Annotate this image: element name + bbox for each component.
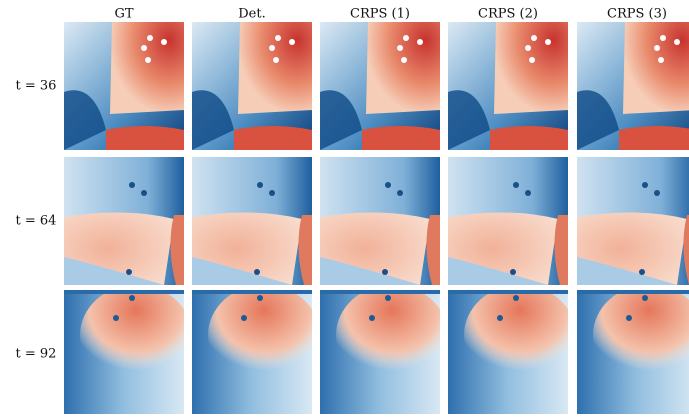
field [448, 290, 568, 294]
vortex [529, 57, 535, 63]
field [577, 290, 689, 294]
field-panel [448, 285, 576, 414]
vortex [289, 39, 295, 45]
vortex [397, 45, 403, 51]
vortex [510, 269, 516, 275]
field-panel [192, 22, 312, 150]
field-panel [64, 22, 184, 150]
vortex [626, 315, 632, 321]
field [106, 126, 184, 150]
vortex [642, 182, 648, 188]
field [234, 126, 312, 150]
field-panel [577, 22, 689, 150]
field-panel [192, 157, 312, 285]
vortex [513, 182, 519, 188]
field-panel [64, 285, 192, 414]
figure: GT Det. CRPS (1) CRPS (2) CRPS (3) t = 36 t = … [0, 0, 689, 414]
vortex [531, 35, 537, 41]
field [623, 22, 689, 114]
vortex [654, 45, 660, 51]
column-header: CRPS (3) [607, 7, 667, 22]
field [192, 290, 312, 294]
vortex [257, 295, 263, 301]
column-header: CRPS (2) [478, 7, 538, 22]
field [619, 126, 689, 150]
vortex [385, 295, 391, 301]
vortex [497, 315, 503, 321]
vortex [147, 35, 153, 41]
field-panel [320, 22, 440, 150]
vortex [674, 39, 680, 45]
vortex [397, 190, 403, 196]
column-header: GT [114, 7, 133, 22]
vortex [141, 45, 147, 51]
vortex [161, 39, 167, 45]
vortex [129, 182, 135, 188]
field [208, 285, 320, 385]
field [110, 22, 184, 114]
field [362, 126, 440, 150]
column-header: Det. [238, 7, 265, 22]
vortex [113, 315, 119, 321]
field-panel [192, 285, 320, 414]
vortex [382, 269, 388, 275]
field [494, 22, 568, 114]
vortex [141, 190, 147, 196]
vortex [545, 39, 551, 45]
field-panel [448, 22, 568, 150]
field-panel [64, 157, 184, 285]
vortex [385, 182, 391, 188]
vortex [129, 295, 135, 301]
vortex [269, 45, 275, 51]
vortex [660, 35, 666, 41]
row-label: t = 36 [16, 79, 57, 94]
vortex [642, 295, 648, 301]
vortex [126, 269, 132, 275]
field [64, 290, 184, 294]
column-header: CRPS (1) [350, 7, 410, 22]
vortex [403, 35, 409, 41]
vortex [269, 190, 275, 196]
field [80, 285, 192, 385]
vortex [417, 39, 423, 45]
vortex [401, 57, 407, 63]
field [366, 22, 440, 114]
vortex [513, 295, 519, 301]
field-panel [577, 157, 689, 285]
field [320, 290, 440, 294]
vortex [525, 190, 531, 196]
field [336, 285, 448, 385]
vortex [369, 315, 375, 321]
field-panel [320, 285, 448, 414]
vortex [525, 45, 531, 51]
field-panel [448, 157, 568, 285]
vortex [639, 269, 645, 275]
row-label: t = 92 [16, 347, 57, 362]
vortex [275, 35, 281, 41]
vortex [257, 182, 263, 188]
field [464, 285, 576, 385]
field [238, 22, 312, 114]
vortex [254, 269, 260, 275]
vortex [658, 57, 664, 63]
row-label: t = 64 [16, 214, 57, 229]
vortex [654, 190, 660, 196]
vortex [273, 57, 279, 63]
field-panel [320, 157, 440, 285]
field-panel [577, 285, 689, 414]
vortex [241, 315, 247, 321]
vortex [145, 57, 151, 63]
field [490, 126, 568, 150]
